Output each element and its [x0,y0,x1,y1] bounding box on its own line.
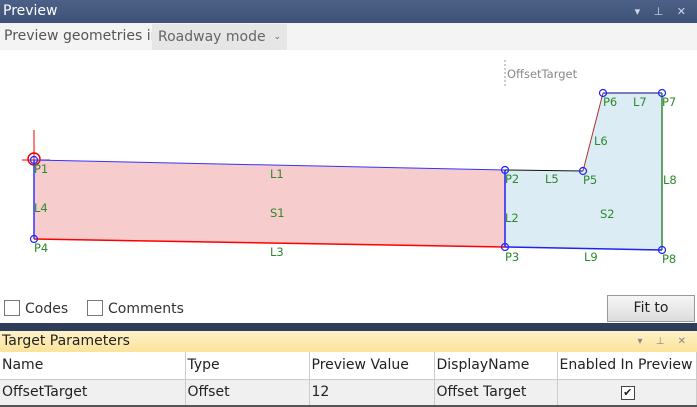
point-p4[interactable] [29,234,39,244]
cell-preview-value[interactable]: 12 [309,379,435,407]
fit-to-screen-button[interactable]: Fit to Screen [607,295,695,341]
label-p2: P2 [505,172,519,186]
comments-checkbox[interactable] [87,300,103,316]
label-l6: L6 [594,134,608,148]
point-p7[interactable] [657,88,667,98]
label-l9: L9 [584,250,598,264]
comments-label: Comments [108,301,184,317]
label-p1: P1 [34,162,48,176]
line-l9[interactable] [504,246,663,251]
offset-target-label: OffsetTarget [507,67,578,81]
panel-splitter[interactable] [0,323,697,331]
point-p5[interactable] [578,166,588,176]
preview-toolbar: Preview geometries in [0,23,697,50]
label-p6: P6 [603,95,617,109]
cell-name[interactable]: OffsetTarget [0,379,186,407]
label-l3: L3 [270,245,284,259]
codes-label: Codes [25,301,69,317]
preview-title-bar: Preview ▾ ⊥ ✕ [0,0,697,23]
line-l1[interactable] [33,159,506,171]
label-l5: L5 [545,172,559,186]
enabled-checkbox[interactable]: ✔ [620,386,635,401]
label-s1: S1 [270,206,285,220]
label-l7: L7 [633,95,647,109]
window-controls[interactable]: ▾ ⊥ ✕ [637,336,691,347]
preview-title: Preview [3,3,58,19]
preview-canvas[interactable]: OffsetTarget P1 P2 P3 P4 P5 P6 P7 P8 L1 … [0,52,697,292]
shape-s2 [505,93,662,250]
line-l6[interactable] [582,92,604,172]
column-header-display-name[interactable]: DisplayName [434,352,558,380]
label-p5: P5 [583,173,597,187]
mode-label: Preview geometries in [4,28,160,44]
label-l2: L2 [505,211,519,225]
line-l3[interactable] [33,238,506,248]
window-controls[interactable]: ▾ ⊥ ✕ [634,5,691,18]
label-l8: L8 [663,173,677,187]
mode-value: Roadway mode [158,29,266,45]
label-p4: P4 [34,241,48,255]
column-header-preview-value[interactable]: Preview Value [309,352,435,380]
label-p8: P8 [662,252,676,266]
cell-display-name[interactable]: Offset Target [434,379,558,407]
target-parameters-table: Name Type Preview Value DisplayName Enab… [0,352,697,407]
chevron-down-icon: ⌄ [273,32,281,42]
cell-enabled: ✔ [557,379,697,407]
column-header-enabled[interactable]: Enabled In Preview [557,352,697,380]
label-s2: S2 [600,207,615,221]
line-l5[interactable] [504,169,584,172]
point-p3[interactable] [500,242,510,252]
point-p1[interactable] [29,155,39,165]
target-parameters-title-bar: Target Parameters ▾ ⊥ ✕ [0,331,697,352]
mode-dropdown[interactable]: Roadway mode ⌄ [152,24,287,50]
table-row[interactable]: OffsetTarget Offset 12 Offset Target ✔ [0,379,697,407]
point-p2[interactable] [500,165,510,175]
point-p8[interactable] [657,245,667,255]
label-l1: L1 [270,167,284,181]
shape-s1 [34,160,505,247]
label-p7: P7 [662,95,676,109]
cell-type[interactable]: Offset [185,379,310,407]
codes-checkbox[interactable] [4,300,20,316]
point-p6[interactable] [598,88,608,98]
label-p3: P3 [505,250,519,264]
preview-options-bar: Codes Comments Fit to Screen [0,293,697,341]
table-header: Name Type Preview Value DisplayName Enab… [0,352,697,380]
column-header-type[interactable]: Type [185,352,310,380]
column-header-name[interactable]: Name [0,352,186,380]
label-l4: L4 [34,201,48,215]
target-parameters-title: Target Parameters [2,333,130,349]
